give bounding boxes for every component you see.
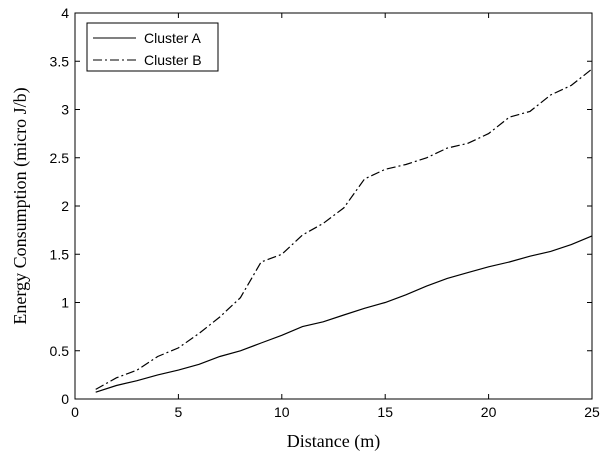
y-tick-label: 3 (61, 102, 69, 118)
x-tick-label: 25 (584, 404, 600, 420)
x-tick-label: 15 (377, 404, 393, 420)
x-axis-label: Distance (m) (287, 431, 380, 452)
y-tick-label: 0 (61, 391, 69, 407)
legend-label-cluster-a: Cluster A (144, 30, 201, 46)
y-tick-label: 4 (61, 5, 69, 21)
y-tick-label: 0.5 (50, 343, 70, 359)
y-axis-ticks: 0 0.5 1 1.5 2 2.5 3 3.5 4 (50, 5, 592, 407)
y-tick-label: 3.5 (50, 53, 70, 69)
plot-area (74, 12, 593, 400)
x-tick-label: 5 (175, 404, 183, 420)
legend: Cluster A Cluster B (86, 22, 219, 72)
x-axis-ticks: 0 5 10 15 20 25 (71, 13, 600, 420)
y-tick-label: 2.5 (50, 150, 70, 166)
series-line-cluster-a (95, 235, 593, 393)
series-line-cluster-b (95, 68, 593, 390)
y-tick-label: 1.5 (50, 246, 70, 262)
x-tick-label: 10 (274, 404, 290, 420)
y-axis-label: Energy Consumption (micro J/b) (10, 87, 31, 324)
y-tick-label: 2 (61, 198, 69, 214)
x-tick-label: 20 (481, 404, 497, 420)
legend-label-cluster-b: Cluster B (144, 52, 202, 68)
y-tick-label: 1 (61, 295, 69, 311)
legend-box (86, 22, 219, 72)
series-layer (95, 68, 593, 393)
x-tick-label: 0 (71, 404, 79, 420)
